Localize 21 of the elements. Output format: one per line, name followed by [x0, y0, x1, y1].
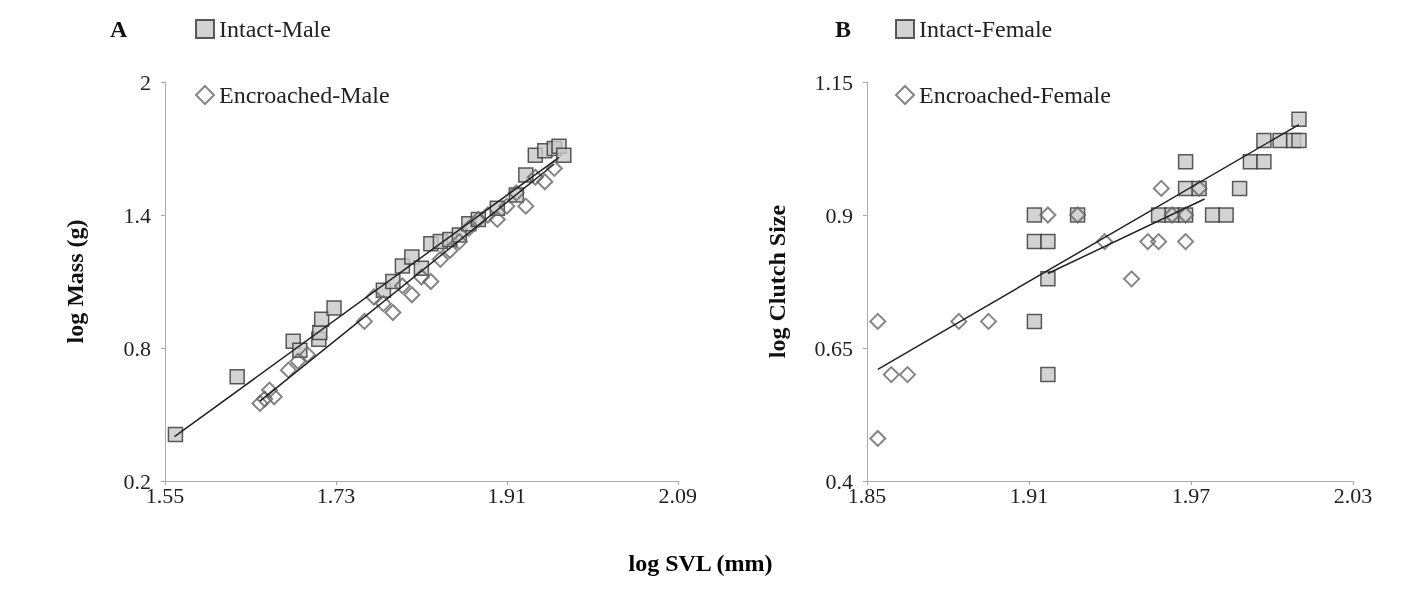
legend-label: Intact-Female: [919, 16, 1053, 42]
y-tick-label: 1.15: [814, 69, 853, 95]
legend-label: Intact-Male: [219, 16, 331, 42]
y-tick-label: 2: [140, 69, 151, 95]
x-tick-label: 1.91: [1009, 482, 1049, 508]
y-tick-label: 0.65: [814, 335, 853, 361]
y-axis-title: log Mass (g): [62, 219, 88, 344]
x-axis-title: log SVL (mm): [627, 550, 774, 577]
y-tick-label: 0.8: [123, 335, 151, 361]
x-tick-label: 1.91: [487, 482, 527, 508]
legend-label: Encroached-Female: [919, 82, 1111, 108]
y-tick-label: 0.9: [825, 202, 853, 228]
x-tick-label: 2.09: [658, 482, 697, 508]
chart-title: A: [110, 16, 128, 42]
chart-title: B: [835, 16, 852, 42]
y-tick-label: 1.4: [123, 202, 151, 228]
legend-label: Encroached-Male: [219, 82, 390, 108]
x-tick-label: 2.03: [1333, 482, 1373, 508]
x-tick-label: 1.97: [1171, 482, 1211, 508]
y-axis-title: log Clutch Size: [764, 204, 790, 359]
x-tick-label: 1.73: [316, 482, 356, 508]
